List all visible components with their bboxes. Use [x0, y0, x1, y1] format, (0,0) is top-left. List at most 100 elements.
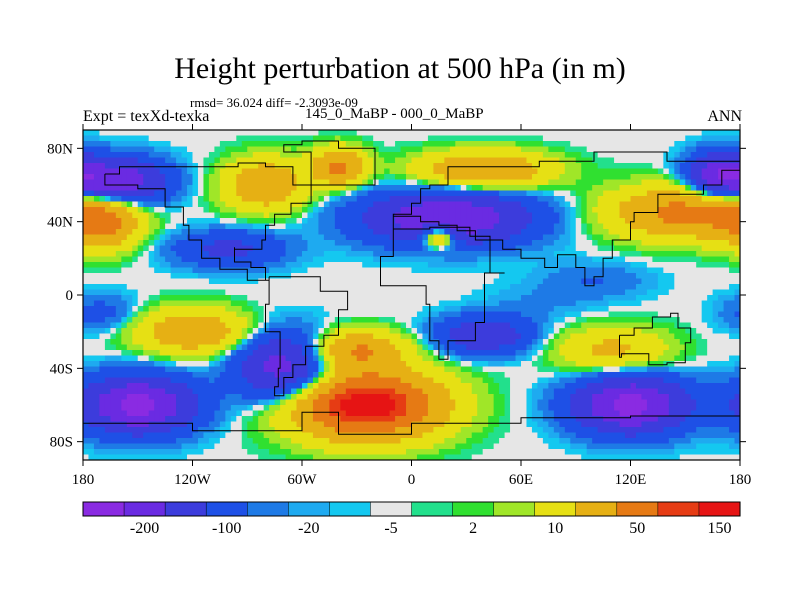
field-cell: [471, 196, 478, 203]
field-cell: [608, 190, 615, 197]
field-cell: [570, 289, 577, 296]
field-cell: [444, 223, 451, 230]
field-cell: [263, 212, 270, 219]
field-cell: [132, 311, 139, 318]
field-cell: [729, 344, 736, 351]
field-cell: [99, 306, 106, 313]
field-cell: [323, 130, 330, 137]
field-cell: [696, 273, 703, 280]
field-cell: [685, 201, 692, 208]
field-cell: [663, 278, 670, 285]
field-cell: [521, 295, 528, 302]
field-cell: [729, 207, 736, 214]
field-cell: [154, 284, 161, 291]
field-cell: [411, 130, 418, 137]
field-cell: [515, 300, 522, 307]
field-cell: [285, 300, 292, 307]
field-cell: [444, 141, 451, 148]
field-cell: [143, 201, 150, 208]
field-cell: [323, 350, 330, 357]
field-cell: [236, 339, 243, 346]
field-cell: [132, 262, 139, 269]
field-cell: [471, 152, 478, 159]
field-cell: [247, 245, 254, 252]
field-cell: [247, 229, 254, 236]
field-cell: [718, 135, 725, 142]
field-cell: [718, 350, 725, 357]
field-cell: [356, 223, 363, 230]
field-cell: [488, 339, 495, 346]
field-cell: [641, 278, 648, 285]
field-cell: [137, 174, 144, 181]
field-cell: [690, 152, 697, 159]
field-cell: [581, 245, 588, 252]
field-cell: [592, 240, 599, 247]
field-cell: [581, 130, 588, 137]
field-cell: [685, 190, 692, 197]
field-cell: [208, 141, 215, 148]
field-cell: [718, 344, 725, 351]
field-cell: [395, 229, 402, 236]
field-cell: [181, 311, 188, 318]
field-cell: [197, 267, 205, 274]
field-cell: [471, 295, 478, 302]
field-cell: [197, 300, 205, 307]
field-cell: [641, 146, 648, 153]
field-cell: [126, 333, 133, 340]
field-cell: [159, 168, 166, 175]
field-cell: [296, 163, 303, 170]
field-cell: [422, 207, 429, 214]
field-cell: [603, 284, 610, 291]
field-cell: [126, 295, 133, 302]
field-cell: [690, 157, 697, 164]
field-cell: [471, 234, 478, 241]
field-cell: [137, 229, 144, 236]
field-cell: [433, 185, 440, 192]
field-cell: [345, 256, 352, 263]
field-cell: [280, 262, 287, 269]
field-cell: [625, 135, 632, 142]
field-cell: [712, 218, 719, 225]
field-cell: [493, 355, 500, 362]
field-cell: [93, 212, 101, 219]
field-cell: [389, 141, 396, 148]
field-cell: [274, 146, 281, 153]
field-cell: [263, 168, 270, 175]
field-cell: [635, 185, 643, 192]
field-cell: [416, 251, 424, 258]
field-cell: [203, 322, 210, 329]
field-cell: [137, 141, 144, 148]
field-cell: [455, 201, 462, 208]
field-cell: [400, 240, 407, 247]
field-cell: [345, 306, 352, 313]
field-cell: [192, 273, 199, 280]
field-cell: [455, 289, 462, 296]
field-cell: [690, 262, 697, 269]
field-cell: [510, 295, 517, 302]
field-cell: [630, 135, 637, 142]
field-cell: [641, 256, 648, 263]
field-cell: [466, 234, 473, 241]
field-cell: [734, 350, 740, 357]
field-cell: [104, 262, 111, 269]
field-cell: [466, 229, 473, 236]
field-cell: [170, 278, 177, 285]
field-cell: [493, 185, 500, 192]
field-cell: [187, 196, 194, 203]
field-cell: [148, 344, 155, 351]
field-cell: [723, 278, 730, 285]
field-cell: [93, 251, 101, 258]
field-cell: [586, 251, 593, 258]
field-cell: [203, 212, 210, 219]
field-cell: [619, 223, 626, 230]
field-cell: [406, 168, 413, 175]
field-cell: [247, 179, 254, 186]
field-cell: [165, 201, 172, 208]
field-cell: [83, 207, 90, 214]
field-cell: [444, 344, 451, 351]
field-cell: [176, 152, 183, 159]
field-cell: [701, 130, 708, 137]
field-cell: [104, 179, 111, 186]
field-cell: [575, 168, 582, 175]
field-cell: [137, 344, 144, 351]
